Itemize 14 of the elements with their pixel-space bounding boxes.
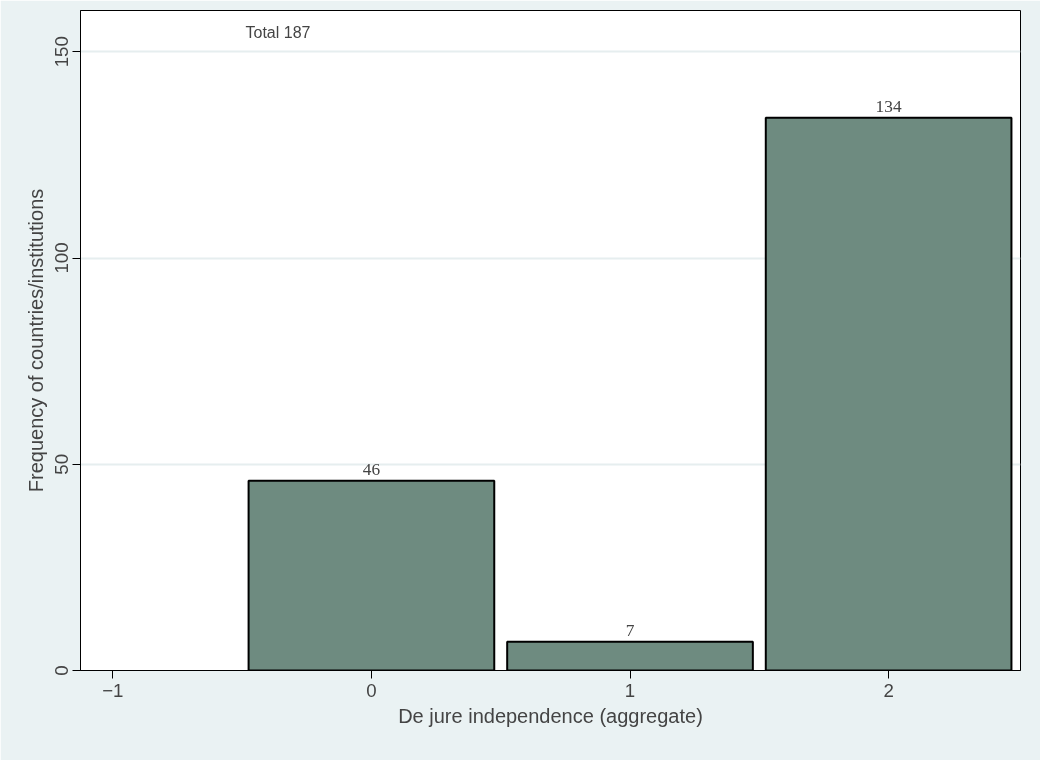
- x-tick-label: 2: [883, 679, 894, 701]
- y-tick-label: 150: [50, 36, 72, 68]
- x-tick-label: −1: [102, 679, 124, 701]
- y-tick-label: 100: [50, 242, 72, 274]
- x-tick-label: 0: [366, 679, 377, 701]
- annotation: Total 187: [245, 23, 311, 41]
- x-axis-title: De jure independence (aggregate): [398, 704, 703, 727]
- y-tick-label: 50: [50, 453, 72, 475]
- y-axis-title: Frequency of countries/institutions: [24, 188, 47, 493]
- x-tick-label: 1: [624, 679, 636, 701]
- data-label: 7: [625, 620, 635, 640]
- data-label: 134: [875, 96, 902, 116]
- data-label: 46: [362, 459, 381, 479]
- y-tick-label: 0: [50, 665, 72, 676]
